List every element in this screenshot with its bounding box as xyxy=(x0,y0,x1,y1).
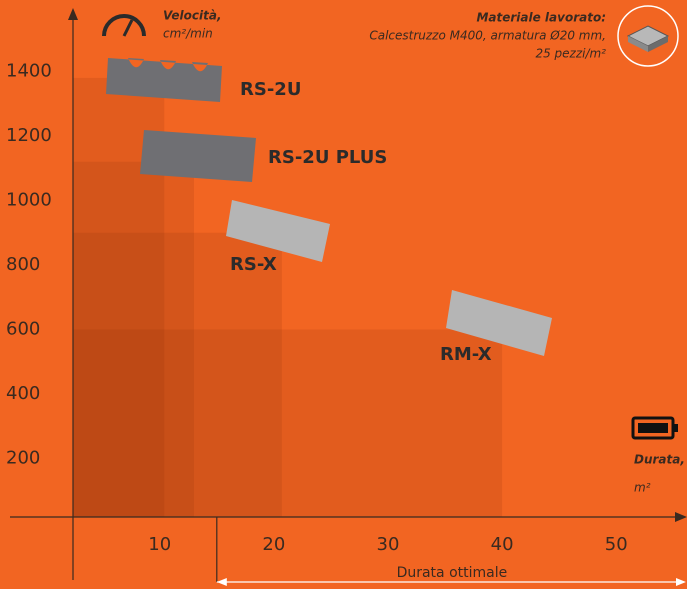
area-group xyxy=(73,77,503,518)
x-label: Durata, xyxy=(634,453,685,467)
y-label: Velocità, xyxy=(163,9,222,23)
x-unit: m² xyxy=(634,481,651,495)
product-label: RS-X xyxy=(230,254,277,275)
x-tick-label: 30 xyxy=(377,534,400,555)
y-tick-label: 600 xyxy=(6,318,40,339)
speed-icon xyxy=(102,14,146,37)
material-title: Materiale lavorato: xyxy=(476,11,606,25)
y-tick-label: 1000 xyxy=(6,189,52,210)
y-tick-label: 800 xyxy=(6,254,40,275)
battery-icon xyxy=(631,416,678,440)
optimal-arrow-head xyxy=(216,578,227,586)
material-line: 25 pezzi/m² xyxy=(535,47,606,61)
product-label: RM-X xyxy=(440,344,492,365)
material-line: Calcestruzzo M400, armatura Ø20 mm, xyxy=(369,29,606,43)
x-tick-label: 10 xyxy=(148,534,171,555)
product-label: RS-2U xyxy=(240,79,301,100)
x-tick-label: 20 xyxy=(262,534,285,555)
x-axis-arrow xyxy=(675,512,687,522)
y-axis-arrow xyxy=(68,8,78,20)
optimal-label: Durata ottimale xyxy=(397,565,508,581)
y-unit: cm²/min xyxy=(163,27,213,41)
y-tick-label: 200 xyxy=(6,447,40,468)
y-tick-label: 1200 xyxy=(6,125,52,146)
optimal-arrow-head xyxy=(676,578,686,586)
material-icon xyxy=(617,5,679,67)
segment-image xyxy=(106,58,552,356)
area-rect xyxy=(73,161,194,517)
y-tick-label: 400 xyxy=(6,383,40,404)
area-rect xyxy=(73,232,282,517)
product-label: RS-2U PLUS xyxy=(268,147,387,168)
x-tick-label: 50 xyxy=(605,534,628,555)
x-tick-label: 40 xyxy=(491,534,514,555)
area-rect xyxy=(73,329,503,517)
y-tick-label: 1400 xyxy=(6,60,52,81)
